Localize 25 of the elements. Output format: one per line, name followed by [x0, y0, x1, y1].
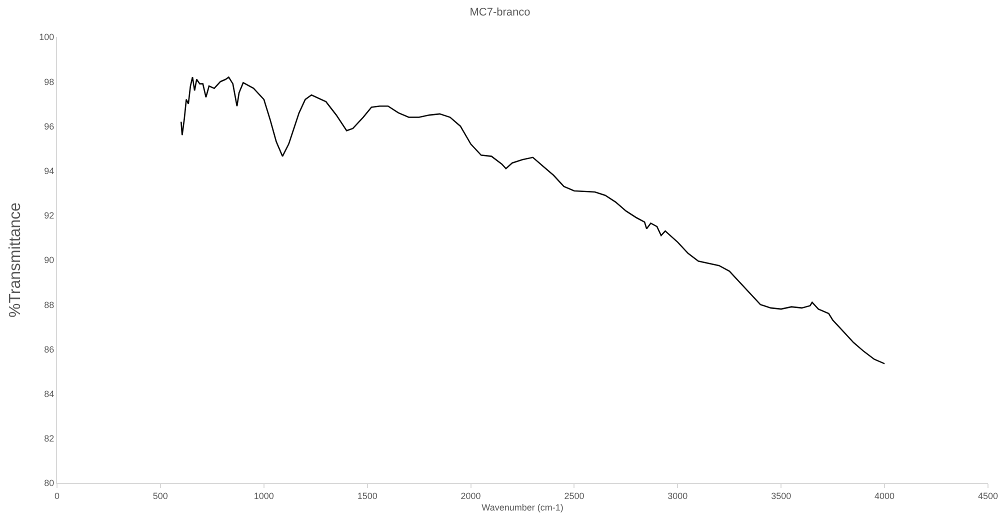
x-axis-title: Wavenumber (cm-1)	[482, 502, 564, 513]
y-tick-label: 86	[44, 344, 54, 354]
x-tick-label: 4000	[874, 490, 895, 501]
y-tick-label: 88	[44, 300, 54, 310]
y-tick-label: 96	[44, 121, 54, 132]
y-axis-title: %Transmittance	[7, 202, 24, 318]
y-tick-label: 90	[44, 255, 54, 266]
x-tick-label: 2000	[460, 490, 481, 501]
y-tick-label: 80	[44, 478, 54, 488]
x-tick-label: 1000	[254, 490, 274, 501]
x-tick-label: 0	[54, 490, 60, 501]
y-tick-label: 98	[44, 76, 54, 87]
x-tick-label: 3500	[771, 490, 792, 501]
y-tick-label: 84	[44, 388, 54, 399]
x-tick-label: 2500	[564, 490, 584, 501]
y-tick-label: 94	[44, 166, 54, 176]
y-tick-label: 92	[44, 210, 54, 221]
x-tick-label: 4500	[978, 490, 998, 501]
y-tick-label: 82	[44, 434, 54, 444]
x-tick-label: 1500	[357, 490, 378, 501]
chart-title: MC7-branco	[470, 6, 530, 18]
y-tick-label: 100	[39, 32, 54, 42]
x-tick-label: 500	[152, 490, 168, 501]
x-tick-label: 3000	[668, 490, 688, 501]
line-series	[180, 76, 886, 364]
